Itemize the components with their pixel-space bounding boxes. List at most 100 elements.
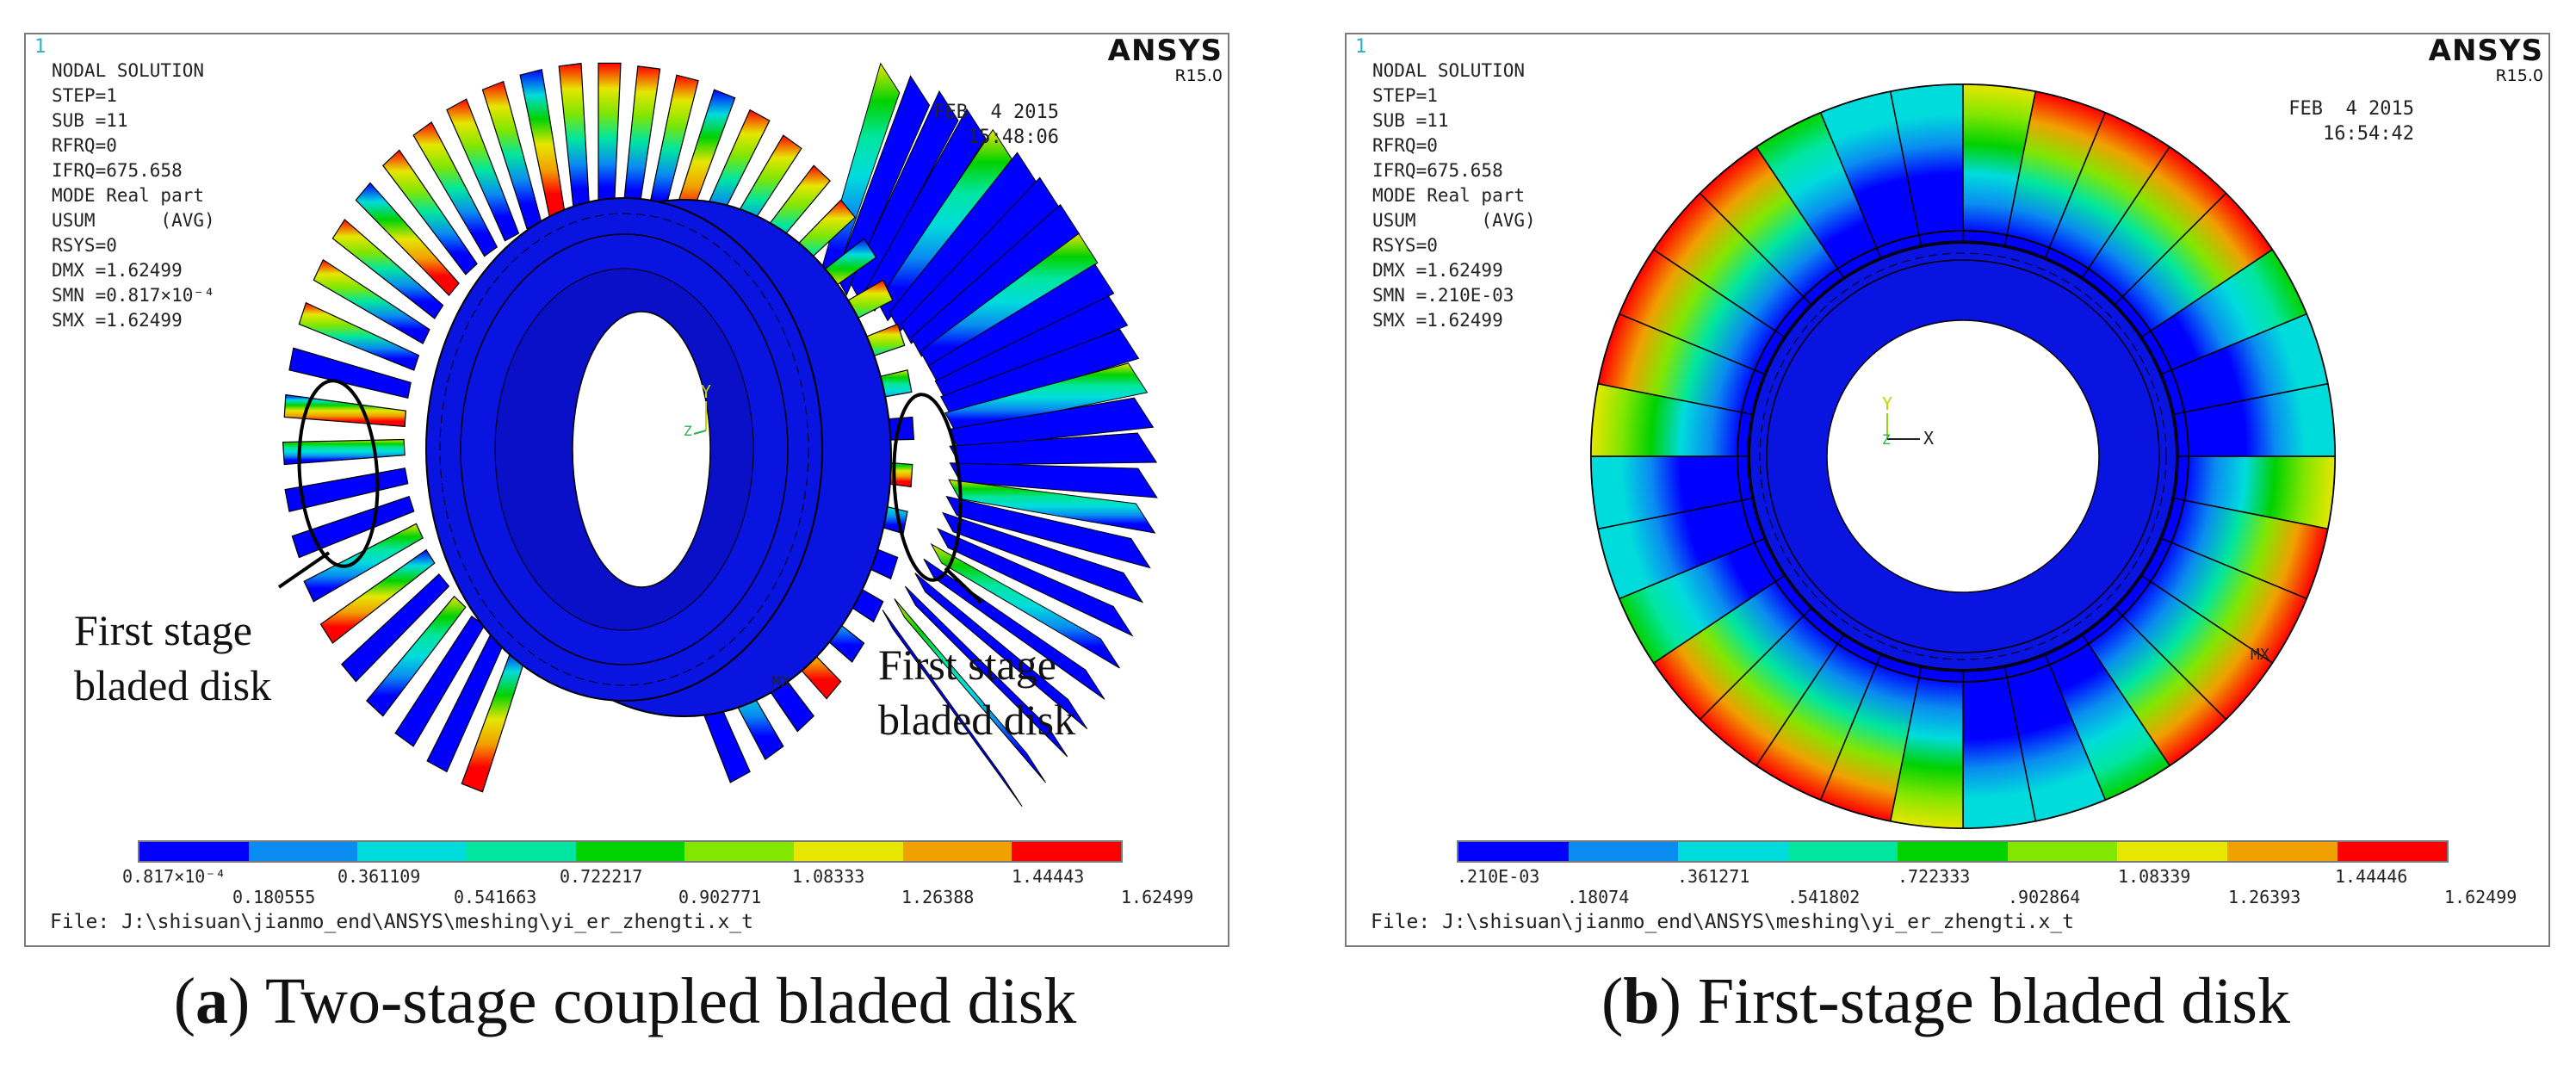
annotation-line: First stage	[878, 641, 1056, 689]
legend-swatch	[794, 842, 903, 861]
callout-leader-left	[277, 551, 331, 589]
callout-leader-right	[944, 566, 983, 604]
brand-name: ANSYS	[2428, 34, 2543, 68]
back-stage-blade	[948, 479, 1156, 534]
callout-ellipse-left	[297, 379, 380, 568]
front-stage-blade	[412, 121, 498, 257]
annotation-right: First stage bladed disk	[878, 637, 1075, 747]
release-version: R15.0	[1174, 66, 1223, 85]
time: 16:54:42	[2323, 123, 2414, 145]
back-stage-blade	[944, 362, 1149, 433]
front-stage-blade	[303, 523, 424, 603]
front-stage-blade	[313, 258, 430, 345]
annotation-line: bladed disk	[74, 661, 272, 709]
front-stage-blade	[394, 615, 486, 747]
back-stage-blade	[940, 328, 1140, 417]
legend-swatch	[684, 842, 795, 861]
info-line: IFRQ=675.658	[52, 160, 183, 181]
blade-segment	[2173, 382, 2336, 457]
front-stage-blade	[381, 149, 478, 275]
disk-plot-two-stage: Y Z MX	[277, 62, 1158, 808]
date: FEB 4 2015	[933, 102, 1059, 123]
info-line: DMX =1.62499	[1372, 260, 1503, 281]
legend-tick: 1.26388	[901, 887, 975, 907]
info-line: STEP=1	[1372, 85, 1438, 106]
legend-swatch	[1787, 842, 1898, 861]
legend-tick: .210E-03	[1457, 866, 1540, 887]
legend-swatch	[2226, 842, 2338, 861]
legend-swatch	[139, 842, 249, 861]
disk-plot-first-stage: YZ X MX	[1590, 84, 2336, 829]
release-version: R15.0	[2495, 66, 2543, 85]
back-stage-blade	[835, 75, 931, 296]
front-stage-blade	[366, 595, 467, 717]
panel-two-stage: Y Z MX 1 NODAL SOLUTION STEP=1 SUB =11 RFR…	[24, 33, 1229, 947]
legend-tick: .18074	[1567, 887, 1630, 907]
legend-tick: 0.722217	[560, 866, 643, 887]
back-stage-blade	[936, 528, 1134, 637]
legend-tick: .902864	[2008, 887, 2081, 907]
info-line: STEP=1	[52, 85, 117, 106]
axis-x-label: X	[1923, 428, 1934, 449]
info-line: USUM (AVG)	[1372, 210, 1536, 231]
time: 15:48:06	[968, 127, 1059, 148]
info-line: RFRQ=0	[1372, 135, 1438, 156]
legend-tick: 0.541663	[454, 887, 537, 907]
bore-hole	[572, 311, 711, 588]
legend-swatch	[1678, 842, 1788, 861]
max-marker: MX	[2251, 646, 2269, 664]
legend-tick: 0.361109	[337, 866, 421, 887]
axis-z-line	[693, 430, 707, 435]
color-legend-bar	[1457, 840, 2449, 863]
back-stage-blade	[914, 573, 1088, 730]
front-stage-blade	[558, 62, 591, 215]
solution-title: NODAL SOLUTION	[52, 60, 205, 81]
timestamp: FEB 4 2015 16:54:42	[2242, 96, 2414, 146]
caption-text: First-stage bladed disk	[1681, 965, 2291, 1037]
info-line: RFRQ=0	[52, 135, 117, 156]
front-stage-blade	[598, 62, 622, 214]
annotation-left: First stage bladed disk	[74, 603, 271, 713]
panel-first-stage: Y Z X MX 1 NODAL SOLUTION STEP=1 SUB =11 RF…	[1345, 33, 2550, 947]
front-stage-blade	[283, 393, 406, 428]
axis-z-label: Z	[684, 423, 692, 439]
annotation-line: bladed disk	[878, 696, 1076, 744]
front-stage-blade	[355, 182, 460, 296]
back-stage-blade	[941, 511, 1144, 604]
axis-y-label: Y	[1882, 393, 1892, 414]
front-stage-blade	[331, 219, 444, 319]
front-stage-blade	[298, 301, 420, 371]
axis-y-label: Y	[701, 381, 711, 402]
back-stage-blade	[904, 585, 1068, 758]
caption-text: Two-stage coupled bladed disk	[250, 965, 1077, 1037]
back-stage-blade	[923, 558, 1105, 700]
front-stage-blade	[319, 548, 436, 644]
caption-b: (b) First-stage bladed disk	[1601, 965, 2291, 1037]
ansys-logo: ANSYS R15.0	[1108, 34, 1223, 84]
callout-ellipse-right	[892, 393, 963, 582]
legend-tick: 1.44443	[1012, 866, 1085, 887]
legend-tick: 1.08333	[792, 866, 865, 887]
info-line: RSYS=0	[1372, 235, 1438, 256]
legend-swatch	[248, 842, 358, 861]
timestamp: FEB 4 2015 15:48:06	[887, 100, 1059, 150]
legend-swatch	[1898, 842, 2008, 861]
legend-tick: 1.44446	[2335, 866, 2408, 887]
color-legend-bar	[138, 840, 1123, 863]
legend-swatch	[467, 842, 576, 861]
legend-tick: 0.902771	[678, 887, 762, 907]
info-line: RSYS=0	[52, 235, 117, 256]
file-path: File: J:\shisuan\jianmo_end\ANSYS\meshin…	[50, 911, 753, 933]
caption-letter: a	[195, 965, 229, 1037]
file-path: File: J:\shisuan\jianmo_end\ANSYS\meshin…	[1371, 911, 2074, 933]
info-line: MODE Real part	[52, 185, 205, 206]
back-stage-blade	[949, 462, 1158, 498]
back-stage-blade	[930, 542, 1120, 669]
info-line: SMN =.210E-03	[1372, 285, 1514, 306]
info-line: SMX =1.62499	[1372, 310, 1503, 331]
date: FEB 4 2015	[2288, 98, 2414, 120]
legend-tick: .722333	[1898, 866, 1971, 887]
info-line: USUM (AVG)	[52, 210, 215, 231]
info-line: SUB =11	[52, 110, 128, 131]
legend-tick: .541802	[1787, 887, 1861, 907]
